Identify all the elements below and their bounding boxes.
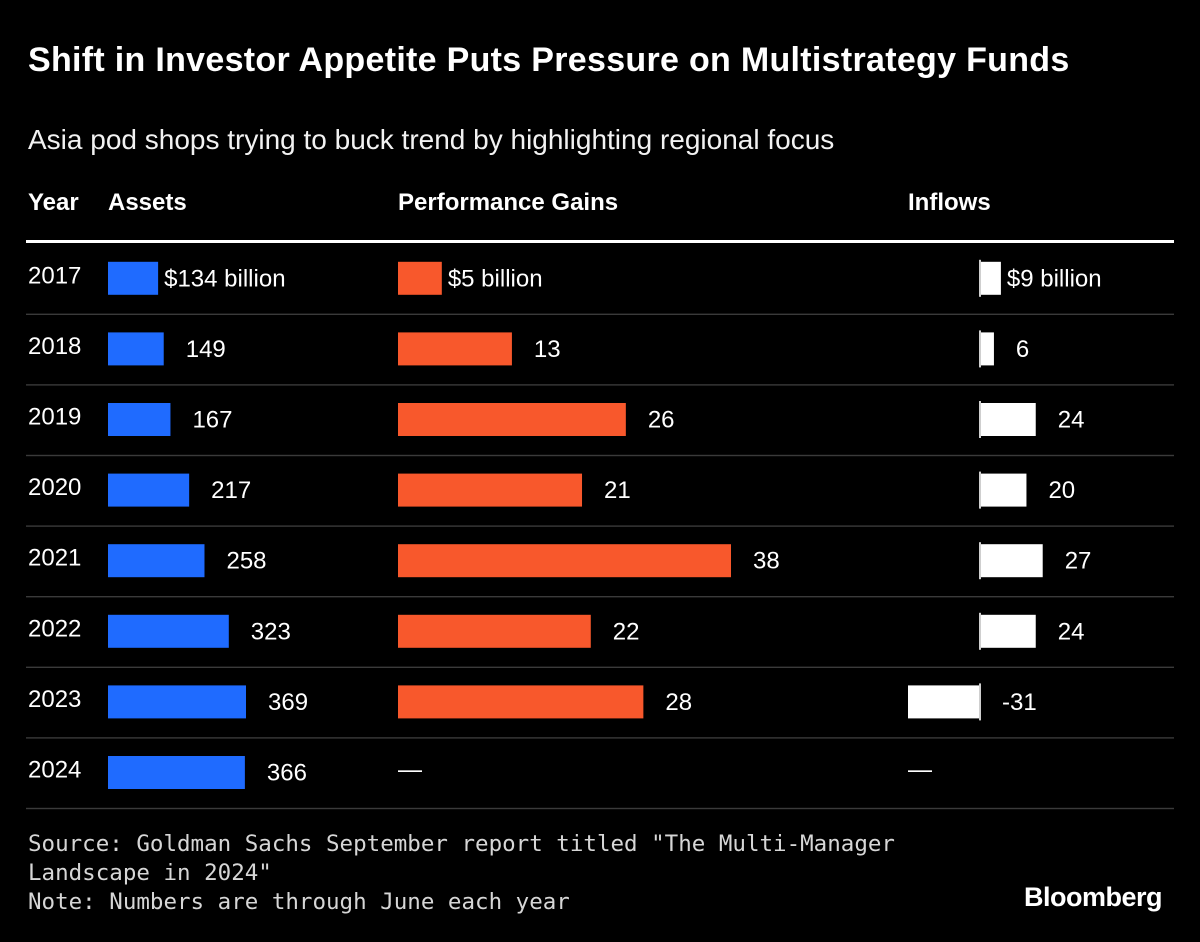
assets-value-label: 149 xyxy=(186,336,226,363)
gains-value-label: 21 xyxy=(604,477,631,504)
inflows-zero-tick xyxy=(979,471,981,509)
gains-value-label: 26 xyxy=(648,407,675,434)
year-label: 2021 xyxy=(28,545,81,572)
assets-bar xyxy=(108,614,229,648)
year-label: 2023 xyxy=(28,686,81,713)
assets-bar xyxy=(108,403,171,436)
row-separator xyxy=(26,313,1174,315)
assets-bar xyxy=(108,756,245,789)
row-separator xyxy=(26,525,1174,527)
assets-value-label: 258 xyxy=(226,548,266,575)
year-label: 2020 xyxy=(28,474,81,501)
assets-value-label: 369 xyxy=(268,689,308,716)
inflows-value-label: -31 xyxy=(1002,689,1037,716)
inflows-bar xyxy=(980,544,1043,578)
inflows-value-label: $9 billion xyxy=(1007,265,1102,292)
inflows-bar xyxy=(980,332,994,366)
year-label: 2018 xyxy=(28,333,81,360)
gains-value-label: 22 xyxy=(613,618,640,645)
gains-bar xyxy=(398,332,512,366)
assets-value-label: 323 xyxy=(251,618,291,645)
year-label: 2024 xyxy=(28,757,81,784)
assets-bar xyxy=(108,261,159,295)
inflows-value-label: 27 xyxy=(1065,548,1092,575)
source-line-2: Landscape in 2024" xyxy=(28,860,272,886)
gains-value-label: 38 xyxy=(753,548,780,575)
note-line: Note: Numbers are through June each year xyxy=(28,889,570,915)
column-header-gains: Performance Gains xyxy=(398,189,619,216)
row-separator xyxy=(26,807,1174,810)
gains-value-label: 13 xyxy=(534,336,561,363)
chart-subtitle: Asia pod shops trying to buck trend by h… xyxy=(28,124,835,155)
row-separator xyxy=(26,454,1174,457)
assets-value-label: 366 xyxy=(267,760,307,787)
inflows-bar xyxy=(980,473,1027,507)
inflows-zero-tick xyxy=(979,401,981,438)
inflows-value-label: 24 xyxy=(1058,618,1085,645)
gains-bar xyxy=(398,685,644,719)
row-separator xyxy=(26,596,1174,598)
column-header-inflows: Inflows xyxy=(908,189,991,216)
inflows-bar xyxy=(980,403,1036,436)
gains-value-label: 28 xyxy=(665,689,692,716)
row-separator xyxy=(26,666,1174,668)
assets-bar xyxy=(108,685,246,719)
inflows-zero-tick xyxy=(979,612,981,650)
assets-bar xyxy=(108,544,205,578)
bloomberg-logo: Bloomberg xyxy=(1023,882,1163,912)
gains-value-label: $5 billion xyxy=(448,265,543,292)
inflows-value-label: 20 xyxy=(1048,477,1075,504)
source-line-1: Source: Goldman Sachs September report t… xyxy=(28,831,895,857)
row-separator xyxy=(26,737,1174,739)
row-separator xyxy=(26,384,1174,386)
assets-bar xyxy=(108,332,164,366)
inflows-zero-tick xyxy=(979,542,981,580)
year-label: 2022 xyxy=(28,615,81,642)
gains-bar xyxy=(398,544,731,578)
assets-value-label: $134 billion xyxy=(164,265,285,292)
gains-na-label: — xyxy=(398,757,422,784)
year-label: 2017 xyxy=(28,262,81,289)
assets-bar xyxy=(108,473,190,507)
inflows-zero-tick xyxy=(979,330,981,368)
gains-bar xyxy=(398,261,442,295)
inflows-value-label: 6 xyxy=(1016,336,1029,363)
assets-value-label: 167 xyxy=(192,407,232,434)
gains-bar xyxy=(398,473,583,507)
year-label: 2019 xyxy=(28,404,81,431)
inflows-na-label: — xyxy=(908,757,932,784)
header-rule xyxy=(26,240,1174,243)
gains-bar xyxy=(398,403,626,436)
chart-title: Shift in Investor Appetite Puts Pressure… xyxy=(28,41,1070,79)
assets-value-label: 217 xyxy=(211,477,251,504)
gains-bar xyxy=(398,614,591,648)
column-header-assets: Assets xyxy=(108,189,187,216)
column-header-year: Year xyxy=(28,189,79,216)
inflows-bar xyxy=(980,614,1036,648)
chart-footer: Source: Goldman Sachs September report t… xyxy=(28,830,895,917)
inflows-bar xyxy=(908,685,980,719)
inflows-bar xyxy=(980,261,1001,295)
inflows-zero-tick xyxy=(979,259,981,297)
inflows-zero-tick xyxy=(979,683,981,721)
inflows-value-label: 24 xyxy=(1058,407,1085,434)
